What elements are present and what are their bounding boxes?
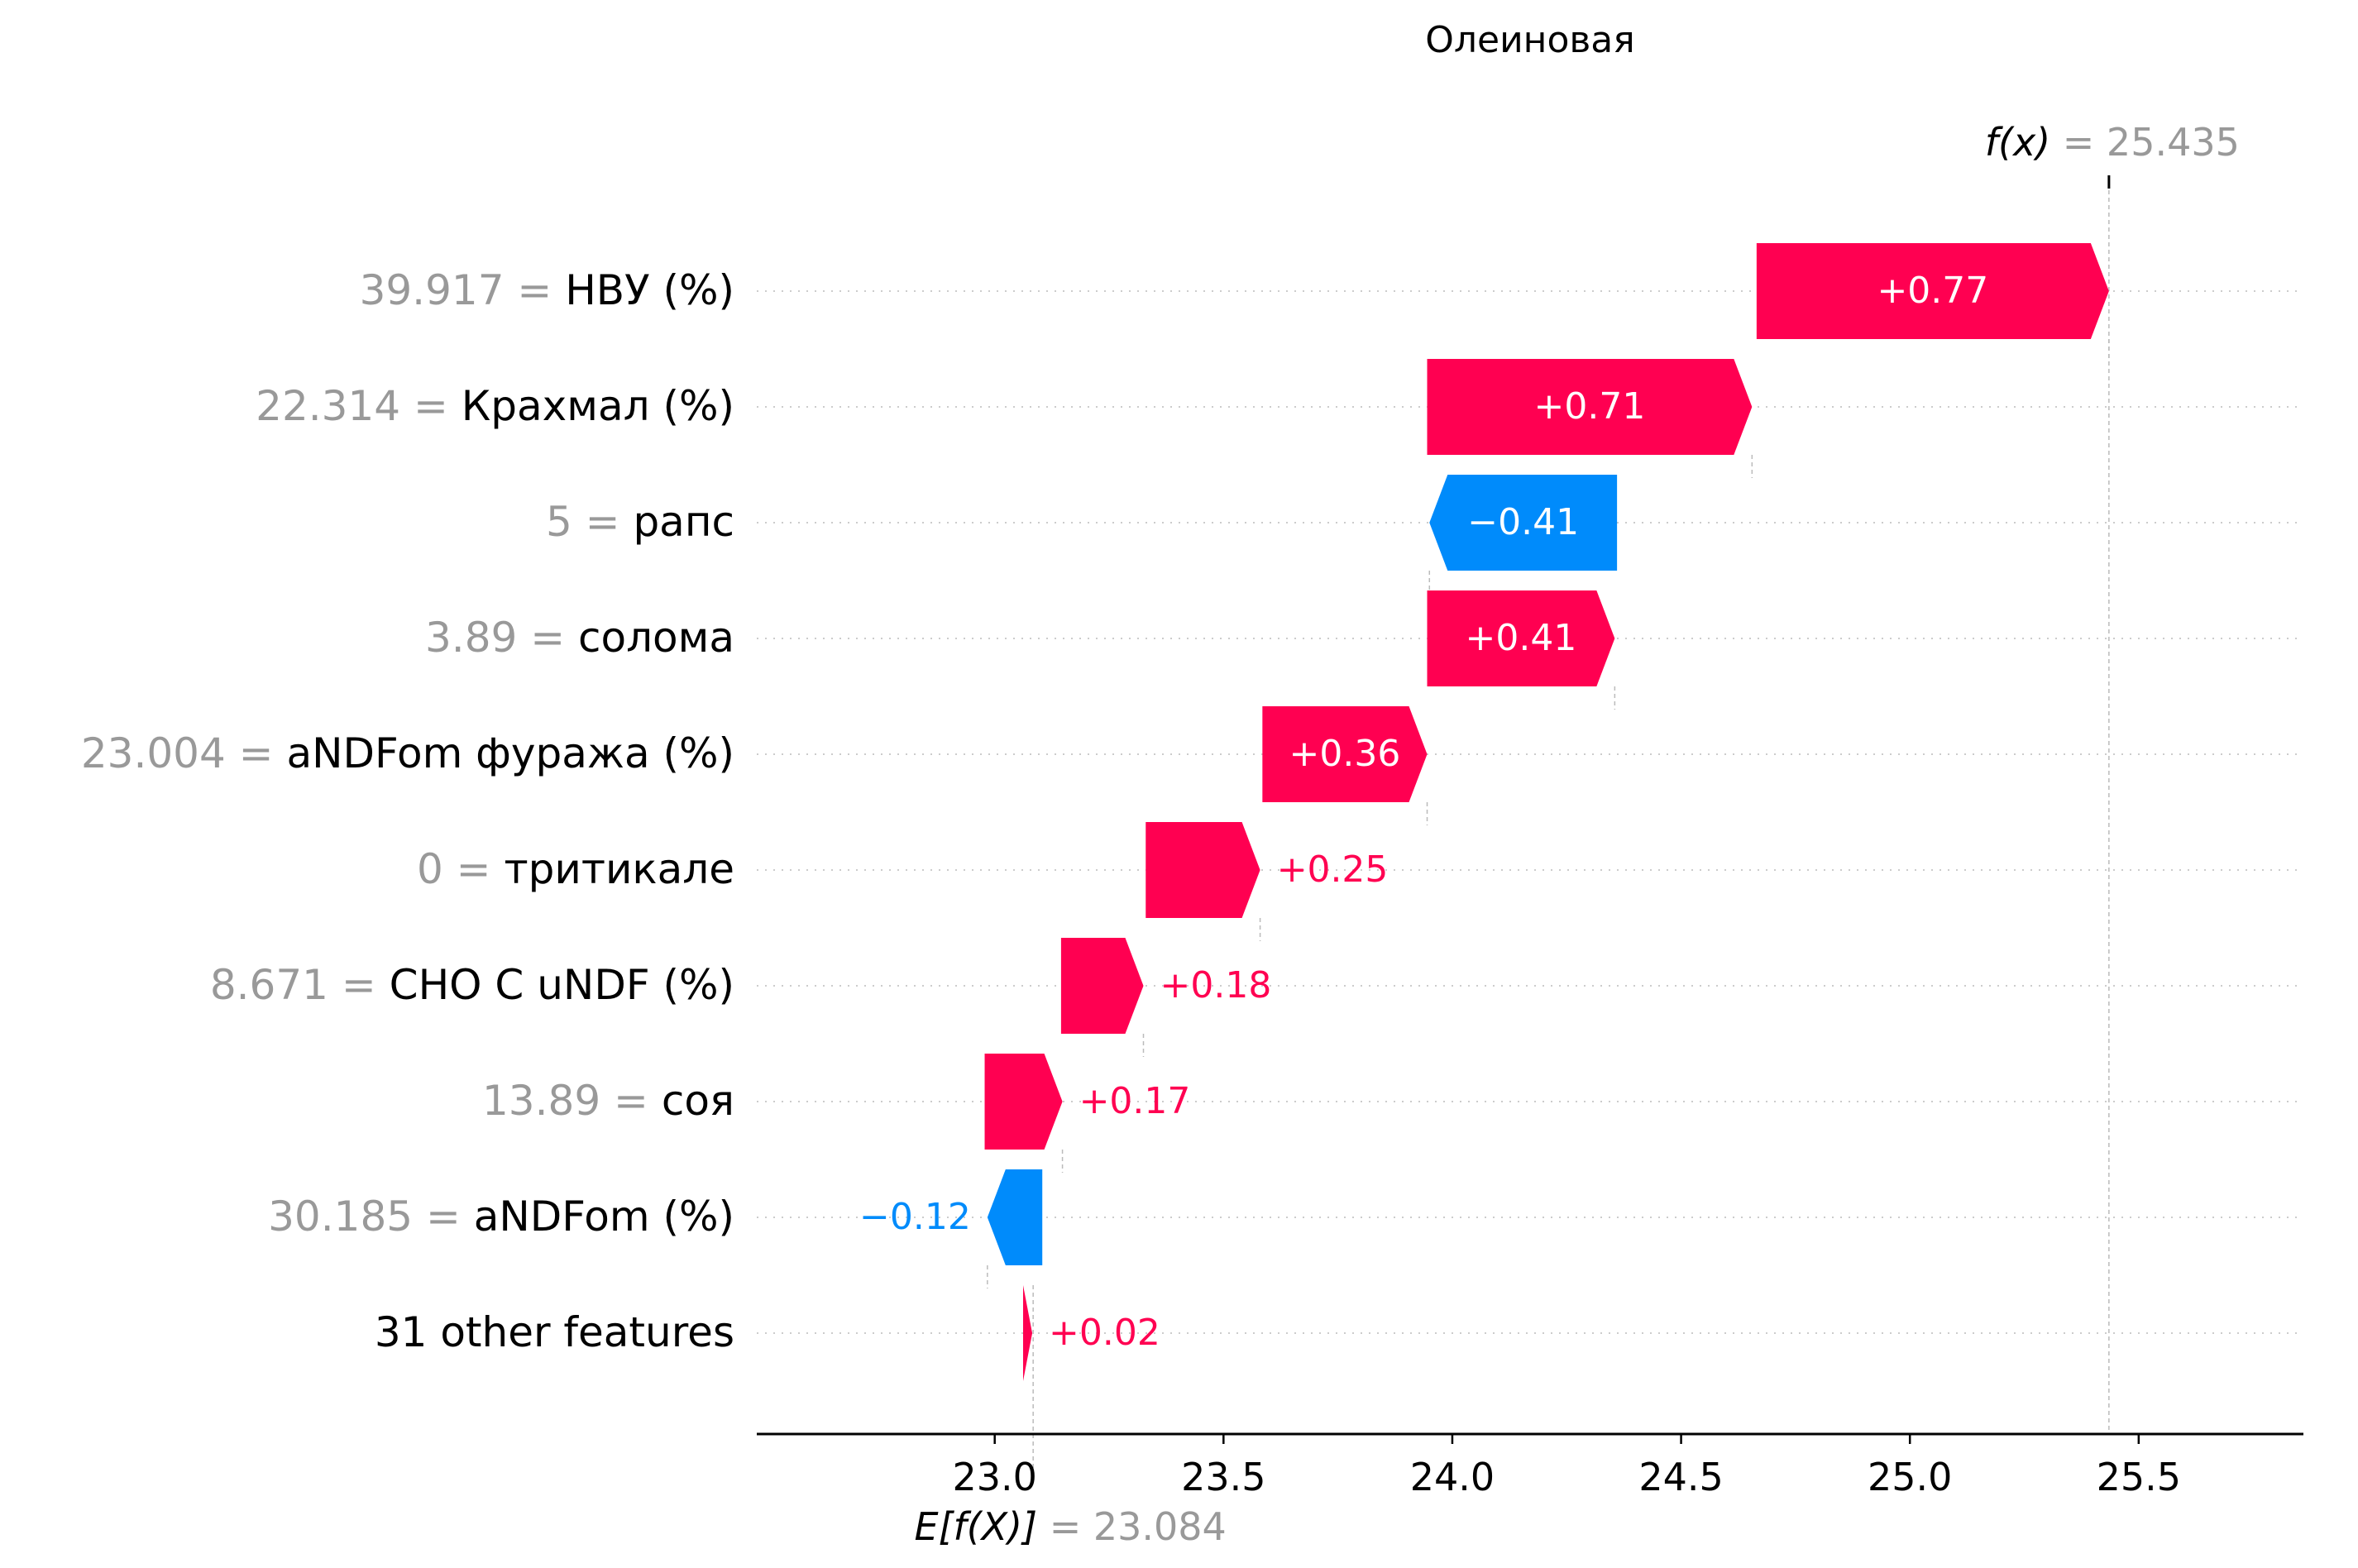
shap-bar [987,1169,1043,1265]
shap-bar [1146,822,1260,918]
x-tick-label: 23.0 [952,1455,1036,1499]
bars: +0.77 +0.71 −0.41 +0.41 +0.36 +0.25 +0.18 +0.17… [859,243,2109,1381]
annotations: f(x) = 25.435 E[f(X)] = 23.084 [915,120,2240,1549]
shap-value-label: +0.02 [1049,1312,1160,1354]
shap-bar [1060,938,1144,1034]
feature-label: 3.89 = солома [425,614,734,662]
feature-label: 5 = рапс [546,498,734,546]
shap-value-label: +0.36 [1289,733,1401,775]
feature-value: 30.185 = [268,1193,474,1241]
feature-name: рапс [633,498,734,546]
feature-name: CHO C uNDF (%) [390,961,734,1009]
shap-value-label: +0.77 [1877,270,1988,312]
shap-value-label: −0.12 [859,1196,971,1238]
shap-value-label: +0.71 [1534,385,1646,428]
feature-value: 8.671 = [210,961,390,1009]
feature-labels: 39.917 = НВУ (%) 22.314 = Крахмал (%) 5 = … [81,266,734,1356]
base-value-number: = 23.084 [1050,1504,1227,1549]
feature-label: 13.89 = соя [482,1077,734,1125]
feature-label: 22.314 = Крахмал (%) [256,382,734,430]
feature-name: aNDFom фуража (%) [286,729,734,777]
chart-title: Олеиновая [1425,19,1634,61]
shap-bar [1427,359,1753,455]
shap-bar [1429,475,1618,571]
output-value-annotation: f(x) = 25.435 [1985,120,2240,165]
feature-value: 22.314 = [256,382,462,430]
x-tick-label: 25.0 [1868,1455,1952,1499]
feature-name: aNDFom (%) [474,1193,734,1241]
shap-value-label: +0.41 [1466,617,1577,659]
shap-bar [1756,243,2109,339]
shap-bar [1427,590,1615,686]
x-axis: 23.0 23.5 24.0 24.5 25.0 25.5 [757,1432,2303,1499]
feature-name: Крахмал (%) [462,382,734,430]
feature-label: 39.917 = НВУ (%) [360,266,734,314]
feature-value: 0 = [417,845,505,893]
output-value-symbol: f(x) [1985,120,2063,165]
output-value-number: = 25.435 [2063,120,2240,165]
feature-label: 8.671 = CHO C uNDF (%) [210,961,734,1009]
feature-label: 30.185 = aNDFom (%) [268,1193,734,1241]
feature-value: 39.917 = [360,266,566,314]
feature-value: 5 = [546,498,634,546]
feature-name: НВУ (%) [565,266,734,314]
shap-value-label: +0.18 [1160,964,1272,1006]
base-value-annotation: E[f(X)] = 23.084 [915,1504,1227,1549]
shap-value-label: +0.17 [1079,1080,1191,1122]
feature-name: солома [578,614,734,662]
feature-value: 3.89 = [425,614,578,662]
shap-value-label: +0.25 [1277,849,1389,891]
feature-value: 13.89 = [482,1077,662,1125]
feature-value: 23.004 = [81,729,287,777]
reference-lines [987,175,2111,1484]
x-tick-label: 24.0 [1410,1455,1495,1499]
shap-bar [1262,706,1428,802]
feature-name: 31 other features [375,1308,734,1356]
shap-value-label: −0.41 [1467,501,1579,543]
x-tick-label: 24.5 [1638,1455,1723,1499]
feature-label: 0 = тритикале [417,845,734,893]
shap-bar [984,1054,1063,1150]
feature-name: соя [662,1077,734,1125]
base-value-symbol: E[f(X)] [915,1504,1050,1549]
feature-label: 23.004 = aNDFom фуража (%) [81,729,734,777]
x-tick-label: 25.5 [2097,1455,2181,1499]
x-tick-label: 23.5 [1181,1455,1265,1499]
feature-name: тритикале [504,845,734,893]
feature-label: 31 other features [375,1308,734,1356]
shap-bar [1022,1285,1033,1381]
